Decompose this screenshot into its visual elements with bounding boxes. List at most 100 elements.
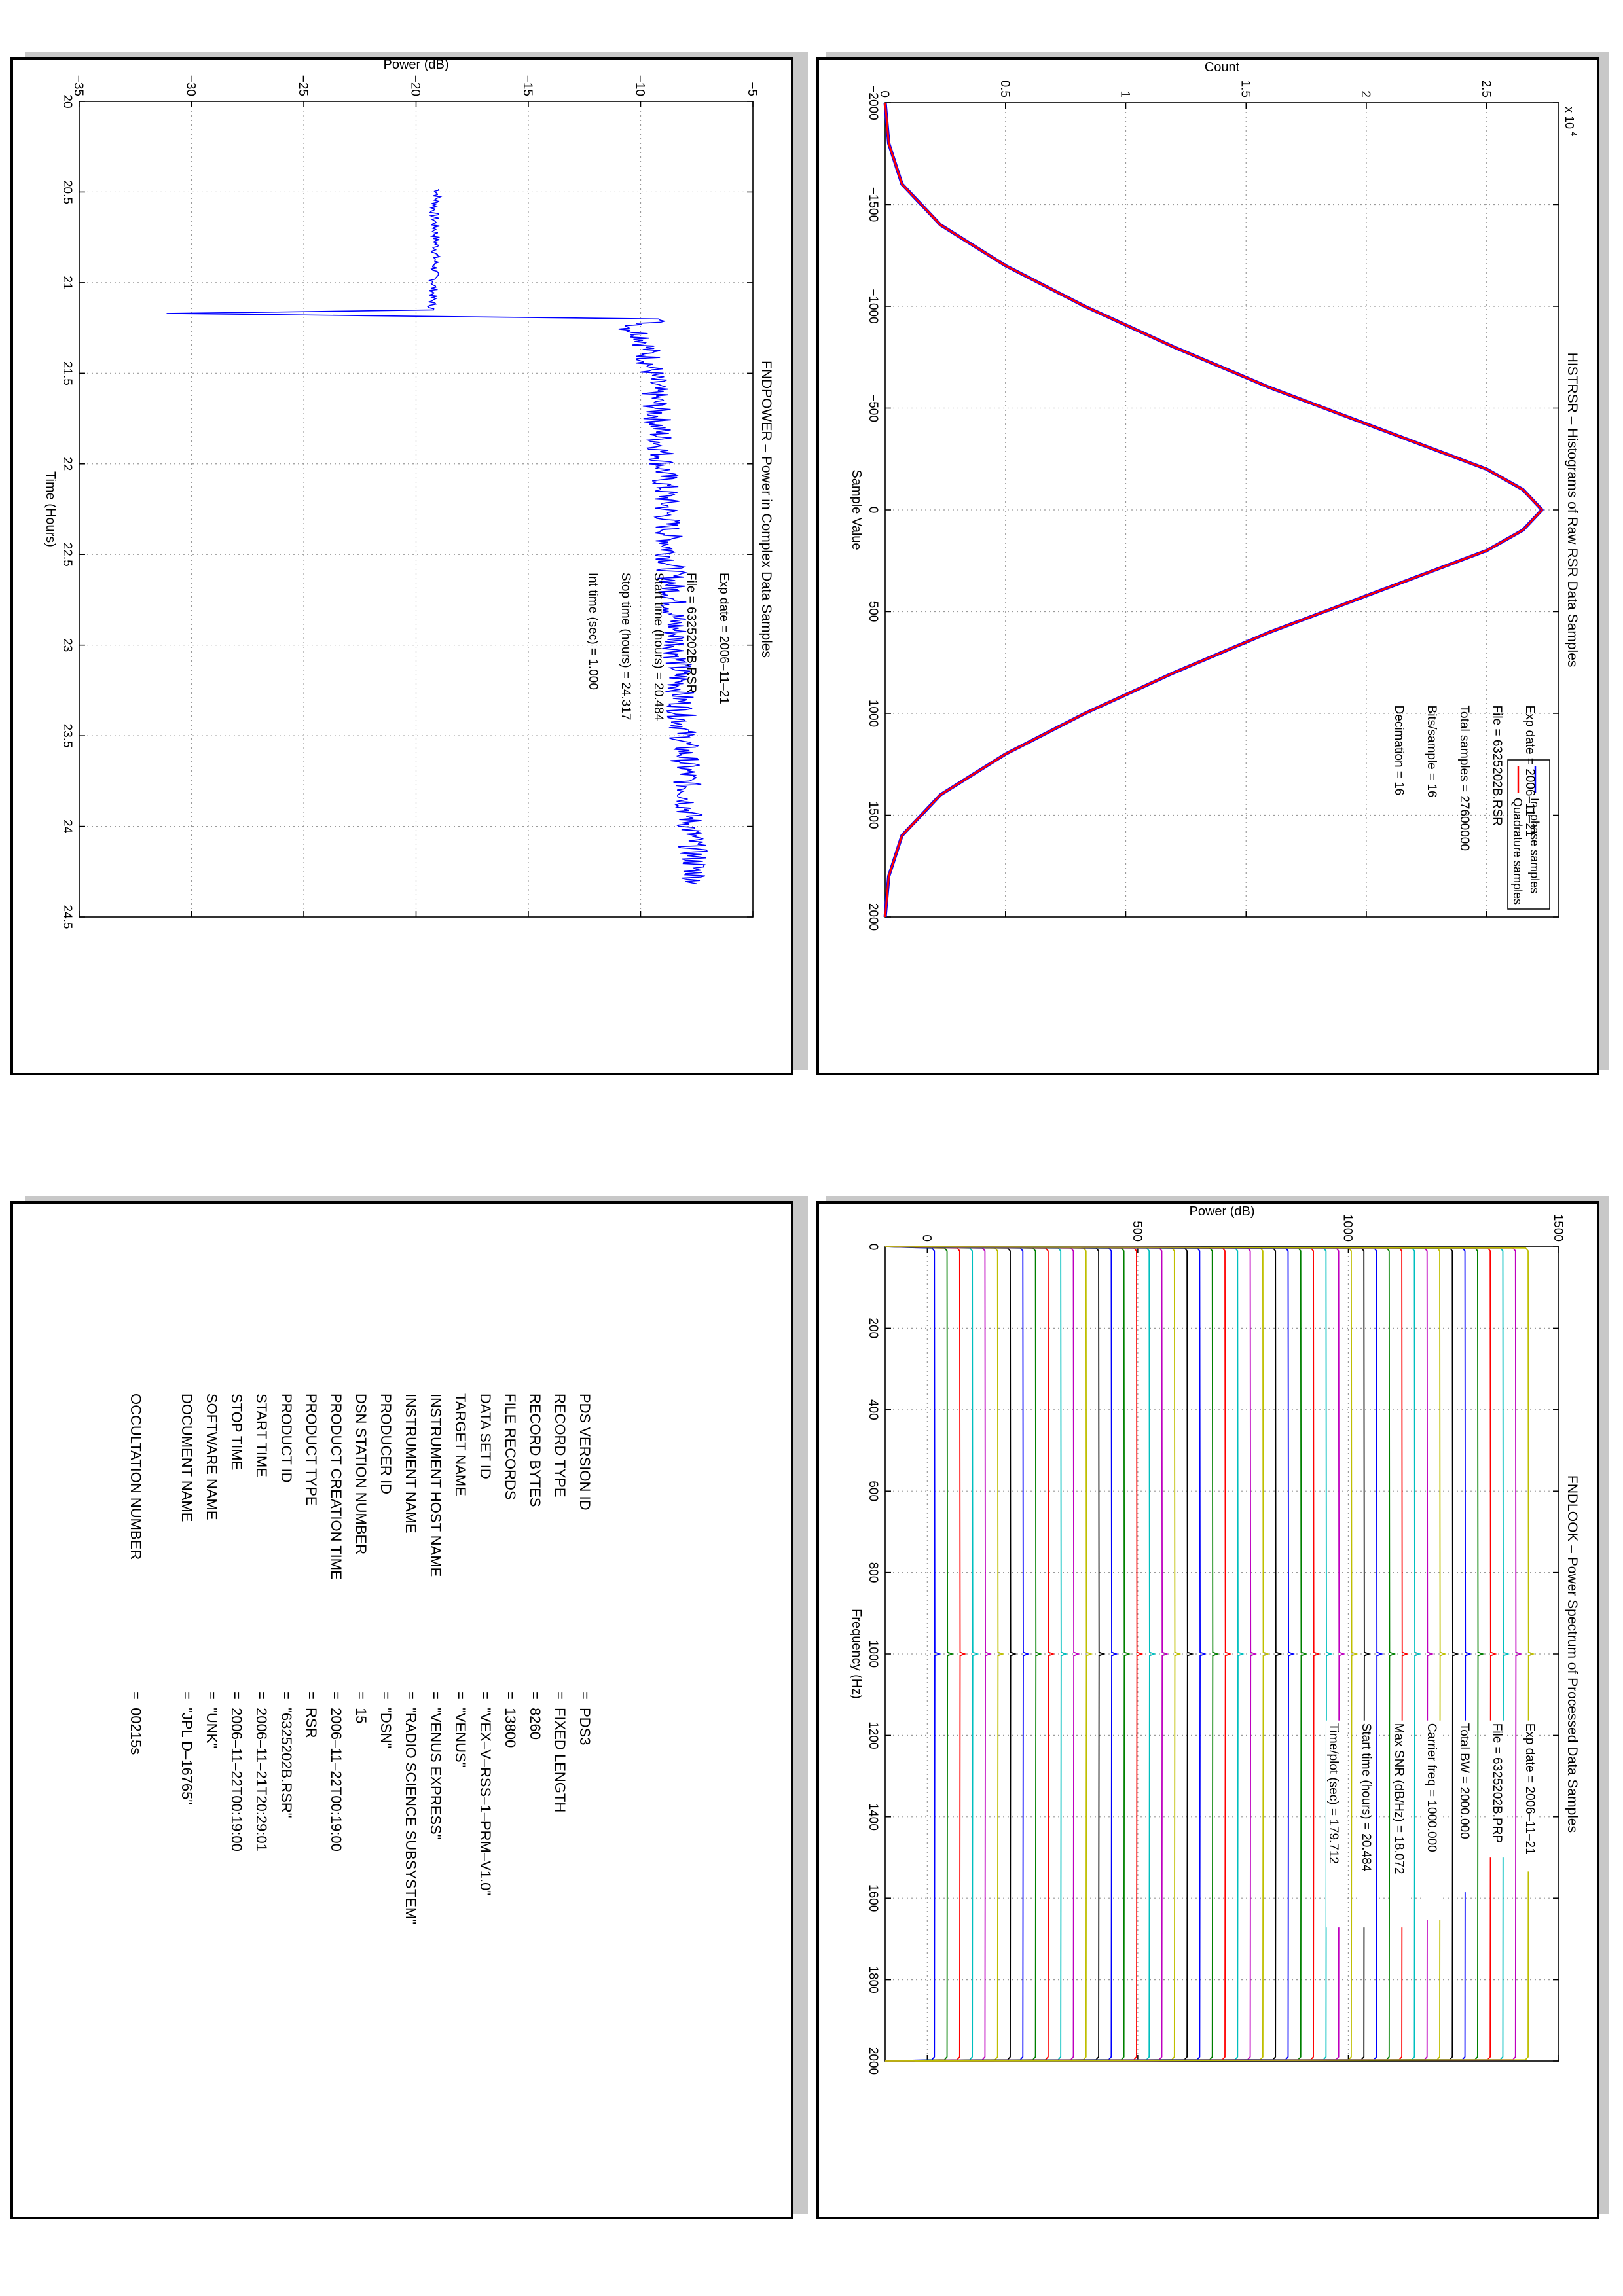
spectrum-line — [884, 1246, 954, 2062]
label-key: DSN STATION NUMBER — [353, 1393, 369, 1555]
y-tick-label: −25 — [296, 75, 310, 96]
x-tick-label: 22.5 — [60, 543, 74, 567]
spectrum-line — [884, 1246, 1485, 2062]
label-value: = FIXED LENGTH — [552, 1691, 568, 1813]
y-tick-label: 500 — [1130, 1221, 1144, 1242]
label-value: = 15 — [353, 1691, 369, 1724]
x-tick-label: 0 — [866, 1244, 880, 1251]
label-table-rotator: PDS VERSION ID = PDS3 RECORD TYPE = FIXED L… — [13, 1204, 796, 2222]
y-axis-label: Count — [1205, 60, 1240, 75]
x-tick-label: 21 — [60, 276, 74, 289]
x-tick-label: 23.5 — [60, 724, 74, 748]
info-annotation: Stop time (hours) = 24.317 — [619, 573, 632, 721]
fndlook-chart: 0 200 400 600 800 1000 1200 1400 1600 1800 2000 0 50… — [849, 1204, 1580, 2075]
y-tick-label: −5 — [745, 82, 759, 96]
x-tick-label: 23 — [60, 638, 74, 652]
x-tick-label: 20.5 — [60, 180, 74, 204]
y-tick-label: 2.5 — [1479, 81, 1493, 98]
label-value: = 8260 — [527, 1691, 543, 1740]
spectrum-line — [884, 1246, 1080, 2062]
y-axis-label: Power (dB) — [383, 60, 448, 72]
spectrum-line — [884, 1246, 967, 2062]
spectrum-line — [884, 1246, 1156, 2062]
annotation-bg — [1391, 1720, 1408, 1928]
spectrum-line — [884, 1246, 1295, 2062]
plot-border — [884, 102, 1559, 918]
spectrum-line — [884, 1246, 1497, 2062]
label-key: DOCUMENT NAME — [179, 1393, 195, 1522]
spectrum-line — [884, 1246, 1459, 2062]
spectrum-line — [884, 1246, 1131, 2062]
label-key: RECORD TYPE — [552, 1393, 568, 1498]
info-annotation: Max SNR (dB/Hz) = 18.072 — [1392, 1723, 1406, 1874]
histrsr-panel: −2000 −1500 −1000 −500 0 500 1000 1500 2000 0 0.5 1… — [816, 52, 1609, 1078]
label-key: START TIME — [253, 1393, 270, 1477]
info-annotation: File = 6325202B.RSR — [684, 573, 698, 693]
info-annotation: Carrier freq = 1000.000 — [1425, 1723, 1438, 1852]
x-tick-label: 600 — [866, 1480, 880, 1501]
label-value: = 13800 — [502, 1691, 519, 1748]
x-tick-label: 400 — [866, 1399, 880, 1420]
x-tick-label: 800 — [866, 1562, 880, 1583]
label-key: PRODUCER ID — [378, 1393, 394, 1495]
spectrum-line — [884, 1246, 1043, 2062]
y-tick-label: −30 — [184, 75, 198, 96]
label-value: = RSR — [303, 1691, 319, 1738]
annotation-bg — [1489, 1720, 1506, 1858]
label-value: = "VENUS EXPRESS" — [428, 1691, 444, 1840]
y-tick-label: 0.5 — [998, 81, 1012, 98]
spectrum-line — [884, 1246, 1258, 2062]
x-tick-label: 2000 — [866, 2047, 880, 2075]
label-table: PDS VERSION ID = PDS3 RECORD TYPE = FIXED L… — [13, 1204, 796, 2222]
label-key: PRODUCT CREATION TIME — [328, 1393, 344, 1580]
spectrum-line — [884, 1246, 1232, 2062]
spectrum-line — [884, 1246, 941, 2062]
y-tick-label: 1.5 — [1238, 81, 1252, 98]
y-tick-label: 1500 — [1551, 1214, 1565, 1242]
x-axis-label: Time (Hours) — [43, 471, 58, 547]
x-tick-label: 1000 — [866, 1640, 880, 1668]
label-value: = "6325202B.RSR" — [278, 1691, 295, 1818]
spectrum-line — [884, 1246, 1005, 2062]
legend-entry: In–phase samples — [1528, 798, 1541, 893]
x-tick-label: 20 — [60, 94, 74, 108]
spectrum-line — [884, 1246, 979, 2062]
label-key: INSTRUMENT HOST NAME — [428, 1393, 444, 1577]
spectrum-line — [884, 1246, 1220, 2062]
spectrum-line — [884, 1246, 1383, 2062]
panel-frame: 0 200 400 600 800 1000 1200 1400 1600 1800 2000 0 50… — [816, 1201, 1599, 2219]
info-annotation: File = 6325202B.PRP — [1490, 1723, 1504, 1843]
spectrum-line — [884, 1246, 1093, 2062]
fndlook-chart-rotator: 0 200 400 600 800 1000 1200 1400 1600 1800 2000 0 50… — [816, 1204, 1602, 2222]
y-tick-label: −10 — [633, 75, 647, 96]
x-axis-label: Sample Value — [849, 469, 864, 550]
fndpower-chart-rotator: 20 20.5 21 21.5 22 22.5 23 23.5 24 24.5 −35 −30 −25 −… — [10, 58, 796, 1078]
label-key: FILE RECORDS — [502, 1393, 519, 1500]
spectrum-line — [884, 1246, 1207, 2062]
y-axis-label: Power (dB) — [1189, 1204, 1254, 1219]
label-value: = 2006–11–21T20:29:01 — [253, 1691, 270, 1852]
y-tick-label: 1 — [1118, 90, 1132, 98]
spectrum-line — [884, 1246, 1068, 2062]
label-value: = 00215s — [128, 1691, 144, 1755]
annotation-bg — [1359, 1720, 1376, 1928]
spectrum-line — [884, 1246, 1169, 2062]
spectrum-line — [884, 1246, 1447, 2062]
label-key: OCCULTATION NUMBER — [128, 1393, 144, 1560]
spectrum-line — [884, 1246, 1434, 2062]
x-tick-label: 1200 — [866, 1721, 880, 1749]
spectrum-line — [884, 1246, 1321, 2062]
x-axis-label: Frequency (Hz) — [849, 1609, 864, 1699]
x-tick-label: −1500 — [866, 187, 880, 222]
info-annotation: File = 6325202B.RSR — [1490, 706, 1504, 826]
fndpower-panel: 20 20.5 21 21.5 22 22.5 23 23.5 24 24.5 −35 −30 −25 −… — [10, 52, 808, 1078]
x-tick-label: 21.5 — [60, 361, 74, 386]
fndpower-chart: 20 20.5 21 21.5 22 22.5 23 23.5 24 24.5 −35 −30 −25 −… — [43, 58, 774, 929]
spectrum-line — [884, 1246, 1270, 2062]
y-tick-label: 0 — [919, 1234, 933, 1242]
y-tick-label: −15 — [520, 75, 534, 96]
spectrum-line — [884, 1246, 1472, 2062]
label-value: = "RADIO SCIENCE SUBSYSTEM" — [403, 1691, 419, 1925]
spectrum-line — [884, 1246, 1523, 2062]
plot-area — [885, 1247, 1559, 2061]
